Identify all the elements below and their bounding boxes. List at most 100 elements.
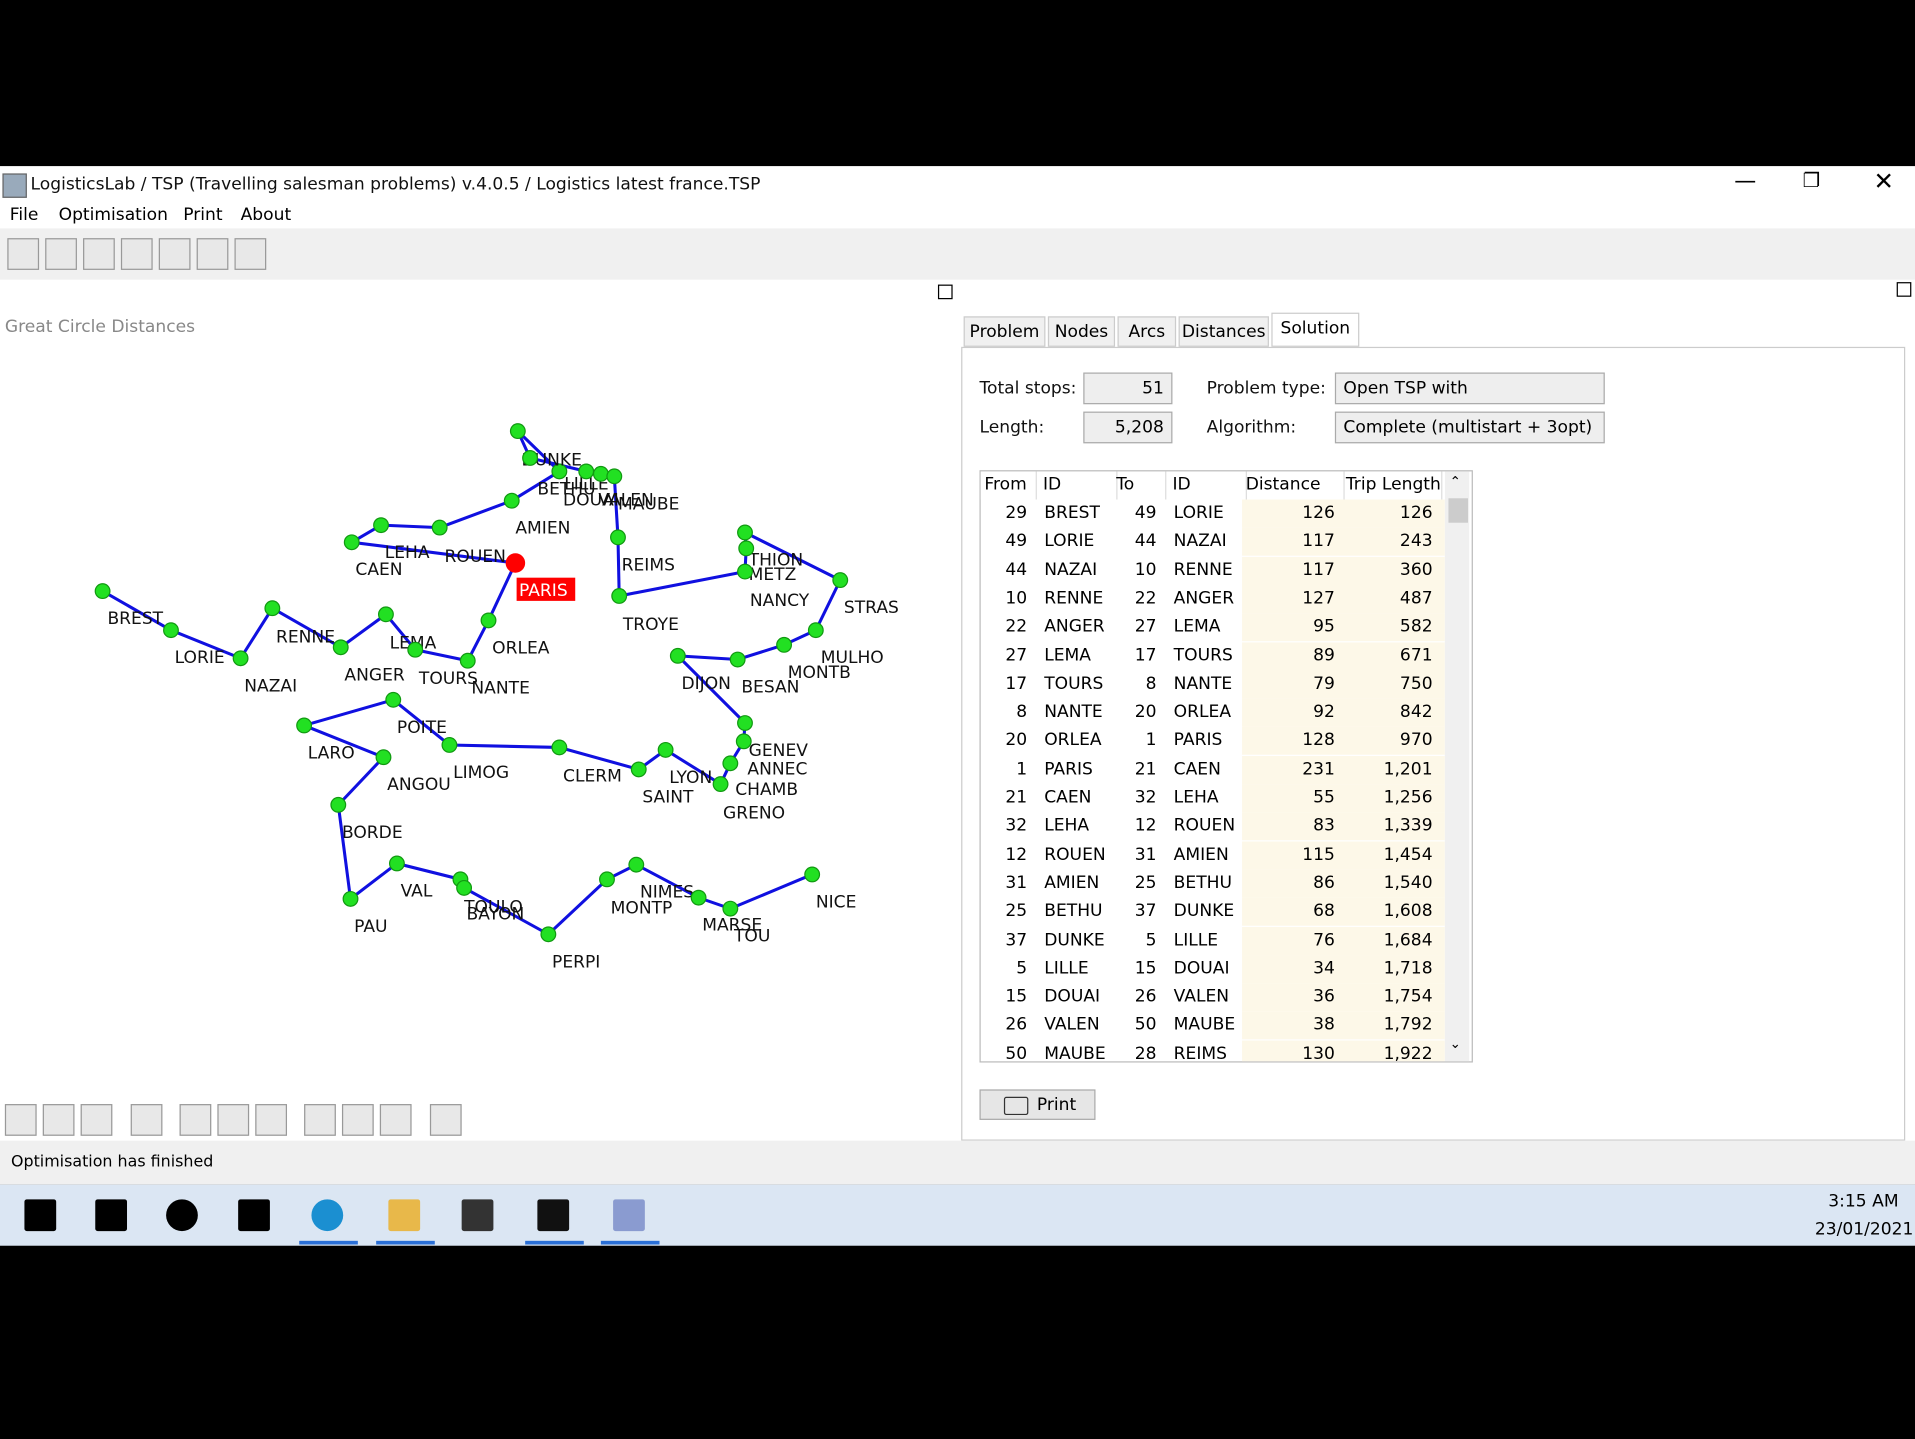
taskbar-cortana[interactable]	[166, 1199, 198, 1232]
table-row[interactable]: 31 AMIEN 25 BETHU 86 1,540	[981, 869, 1445, 898]
map-tool-button[interactable]	[42, 1104, 75, 1136]
close[interactable]: ✕	[1873, 166, 1894, 196]
node-label: BREST	[107, 609, 163, 629]
table-row[interactable]: 25 BETHU 37 DUNKE 68 1,608	[981, 897, 1445, 926]
taskbar-task-view[interactable]	[238, 1199, 270, 1232]
map-tool-button[interactable]	[341, 1104, 374, 1136]
cell: 671	[1399, 645, 1433, 665]
panel-maximize[interactable]	[1896, 282, 1912, 297]
tool-button[interactable]	[120, 238, 153, 270]
panel-maximize[interactable]	[937, 284, 953, 300]
column-header: Distance	[1242, 471, 1345, 500]
tool-button[interactable]	[45, 238, 77, 270]
node-label: PARIS	[519, 581, 568, 601]
menu-item[interactable]: File	[9, 205, 39, 225]
node	[94, 583, 111, 600]
table-row[interactable]: 29 BREST 49 LORIE 126 126	[981, 499, 1445, 528]
cell: LEMA	[1044, 645, 1092, 665]
cell: 1,608	[1383, 901, 1433, 922]
tool-button[interactable]	[158, 238, 191, 270]
map-tool-button[interactable]	[4, 1104, 37, 1136]
cell: BREST	[1044, 503, 1100, 523]
minimize[interactable]: —	[1734, 168, 1757, 195]
node	[610, 529, 626, 546]
table-row[interactable]: 49 LORIE 44 NAZAI 117 243	[981, 527, 1445, 557]
scroll-thumb[interactable]	[1448, 498, 1469, 523]
table-row[interactable]: 17 TOURS 8 NANTE 79 750	[981, 670, 1445, 699]
table-row[interactable]: 22 ANGER 27 LEMA 95 582	[981, 613, 1445, 642]
menu-item[interactable]: Print	[183, 205, 223, 225]
taskbar-photos[interactable]	[537, 1199, 570, 1232]
tab[interactable]: Solution	[1271, 312, 1360, 347]
table-row[interactable]: 10 RENNE 22 ANGER 127 487	[981, 584, 1445, 613]
map-tool-button[interactable]	[217, 1104, 250, 1136]
cell: DUNKE	[1173, 901, 1235, 922]
table-row[interactable]: 26 VALEN 50 MAUBE 38 1,792	[981, 1011, 1445, 1040]
menu-item[interactable]: About	[240, 205, 292, 225]
table-row[interactable]: 32 LEHA 12 ROUEN 83 1,339	[981, 812, 1445, 841]
taskbar-explorer[interactable]	[388, 1199, 421, 1232]
cell: 126	[1302, 503, 1335, 523]
cell: AMIEN	[1173, 844, 1229, 865]
taskbar-app[interactable]	[613, 1199, 645, 1232]
table-row[interactable]: 21 CAEN 32 LEHA 55 1,256	[981, 784, 1445, 813]
cell: MAUBE	[1173, 1015, 1236, 1035]
node-label: RENNE	[276, 627, 335, 647]
map-tool-button[interactable]	[304, 1104, 336, 1136]
cell: NAZAI	[1044, 560, 1098, 580]
node-label: CLERM	[563, 767, 622, 787]
table-row[interactable]: 27 LEMA 17 TOURS 89 671	[981, 641, 1445, 670]
print-button[interactable]: Print	[979, 1089, 1096, 1120]
cell: 32	[1005, 816, 1028, 836]
table-row[interactable]: 37 DUNKE 5 LILLE 76 1,684	[981, 926, 1445, 955]
tab[interactable]: Arcs	[1117, 316, 1177, 347]
map-tool-button[interactable]	[379, 1104, 412, 1136]
cell: LORIE	[1044, 531, 1095, 552]
cell: 1,922	[1383, 1043, 1433, 1063]
node	[509, 423, 526, 440]
node-label: LARO	[308, 743, 355, 763]
map-tool-button[interactable]	[429, 1104, 462, 1136]
taskbar-search[interactable]	[95, 1199, 128, 1232]
restore[interactable]: ❐	[1802, 168, 1821, 192]
table-row[interactable]: 50 MAUBE 28 REIMS 130 1,922	[981, 1040, 1445, 1062]
map-tool-button[interactable]	[255, 1104, 288, 1136]
map-tool-button[interactable]	[80, 1104, 113, 1136]
tool-button[interactable]	[7, 238, 40, 270]
cell: 20	[1134, 702, 1157, 722]
cell: ROUEN	[1044, 844, 1106, 865]
node-label: METZ	[749, 565, 797, 585]
taskbar-mail[interactable]	[461, 1199, 494, 1232]
menu-item[interactable]: Optimisation	[58, 205, 168, 225]
cell: REIMS	[1173, 1043, 1228, 1063]
cell: LEHA	[1044, 816, 1090, 836]
scrollbar[interactable]: ⌃ ⌄	[1444, 471, 1470, 1062]
node	[522, 450, 538, 466]
table-row[interactable]: 12 ROUEN 31 AMIEN 115 1,454	[981, 840, 1445, 870]
tool-button[interactable]	[234, 238, 267, 270]
table-row[interactable]: 20 ORLEA 1 PARIS 128 970	[981, 727, 1445, 756]
table-row[interactable]: 15 DOUAI 26 VALEN 36 1,754	[981, 983, 1445, 1012]
table-header: From ID To ID Distance Trip Length	[980, 471, 1445, 500]
cell: MAUBE	[1044, 1043, 1106, 1063]
cell: 86	[1313, 873, 1335, 893]
node-label: SAINT	[642, 787, 694, 807]
tool-button[interactable]	[196, 238, 229, 270]
scroll-down[interactable]: ⌄	[1449, 1035, 1461, 1052]
scroll-up[interactable]: ⌃	[1449, 473, 1461, 490]
table-row[interactable]: 5 LILLE 15 DOUAI 34 1,718	[981, 954, 1445, 983]
tab[interactable]: Distances	[1178, 316, 1269, 347]
map-tool-button[interactable]	[179, 1104, 212, 1136]
cell: 10	[1134, 560, 1157, 580]
tab[interactable]: Nodes	[1047, 316, 1116, 347]
taskbar-start[interactable]	[24, 1199, 57, 1232]
taskbar-edge[interactable]	[311, 1199, 344, 1232]
problem-type: Open TSP with	[1334, 372, 1605, 405]
tool-button[interactable]	[83, 238, 115, 270]
node-label: TOU	[733, 927, 770, 947]
tab[interactable]: Problem	[963, 316, 1046, 347]
table-row[interactable]: 8 NANTE 20 ORLEA 92 842	[981, 698, 1445, 727]
map-tool-button[interactable]	[130, 1104, 163, 1136]
table-row[interactable]: 1 PARIS 21 CAEN 231 1,201	[981, 755, 1445, 784]
table-row[interactable]: 44 NAZAI 10 RENNE 117 360	[981, 556, 1445, 585]
